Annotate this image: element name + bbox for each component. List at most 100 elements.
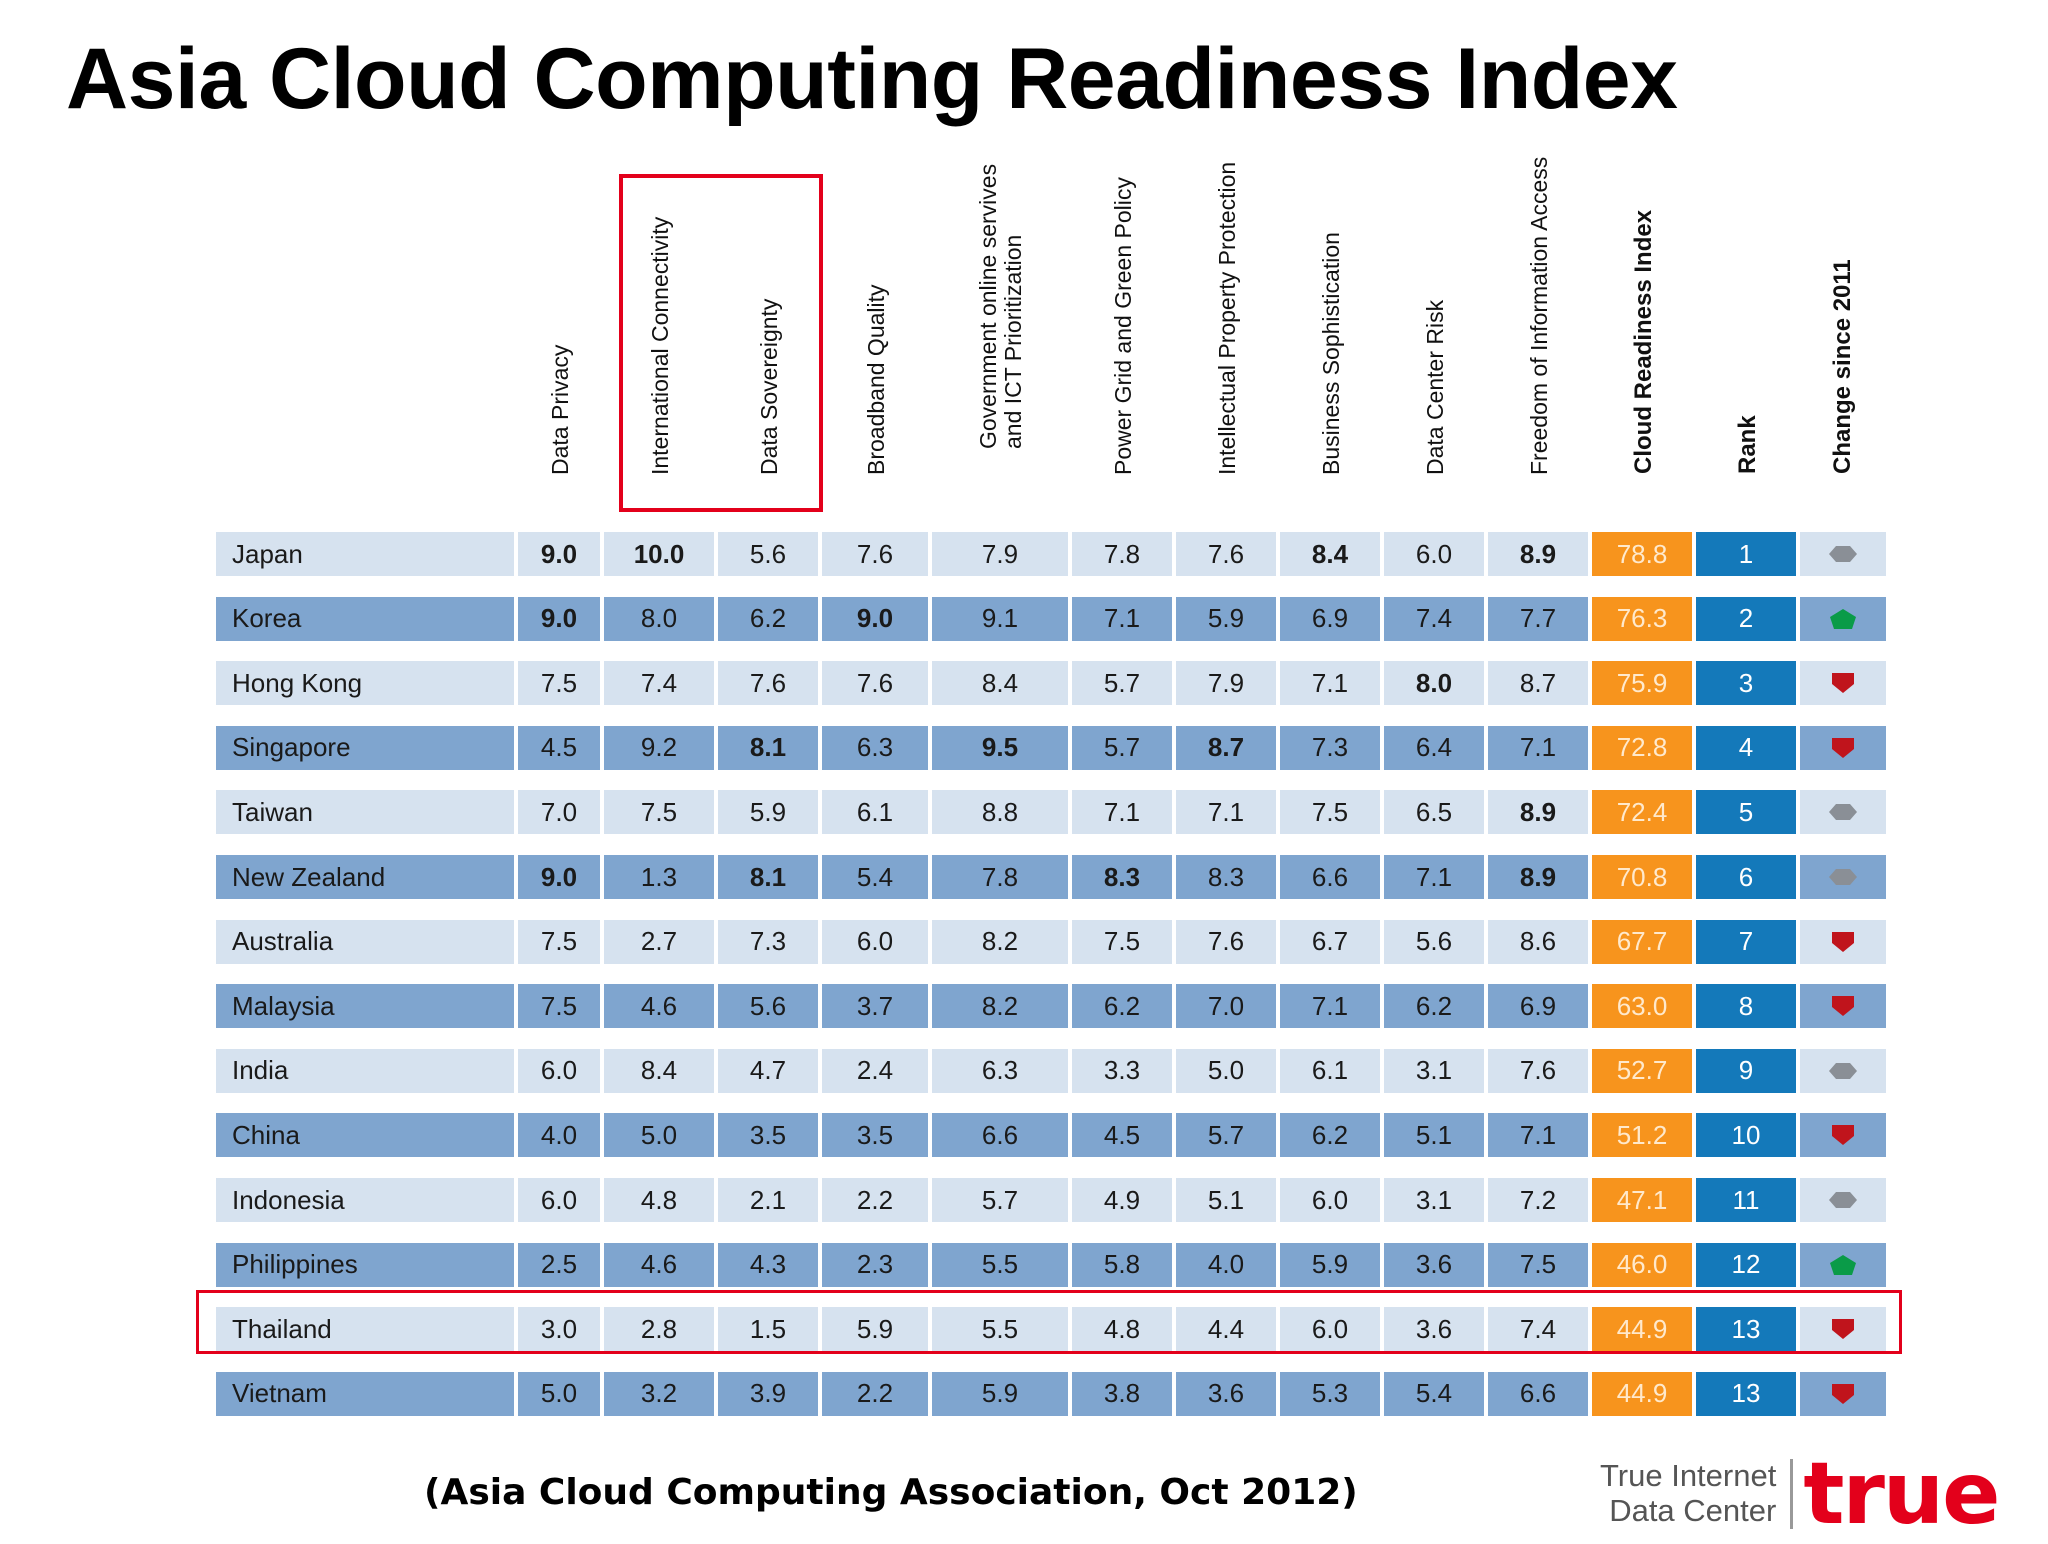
score-cell: 6.2 <box>1384 984 1488 1029</box>
logo-text: True Internet Data Center <box>1600 1459 1794 1529</box>
score-cell: 9.0 <box>518 532 604 576</box>
change-same-icon <box>1800 855 1886 899</box>
country-cell: India <box>216 1048 518 1093</box>
score-cell: 7.3 <box>1280 725 1384 770</box>
score-cell: 5.1 <box>1176 1178 1280 1222</box>
rank-cell: 2 <box>1696 596 1800 641</box>
score-cell: 8.2 <box>932 919 1072 964</box>
score-cell: 6.2 <box>1280 1113 1384 1158</box>
score-cell: 7.6 <box>1176 532 1280 576</box>
score-cell: 7.2 <box>1488 1178 1592 1222</box>
index-cell: 52.7 <box>1592 1048 1696 1093</box>
score-cell: 3.5 <box>718 1113 822 1158</box>
score-cell: 5.9 <box>932 1371 1072 1416</box>
country-cell: Malaysia <box>216 984 518 1029</box>
table-row: Korea 9.0 8.0 6.2 9.0 9.1 7.1 5.9 6.9 7.4 7.7 76.3 2 <box>216 596 1892 641</box>
score-cell: 5.0 <box>518 1371 604 1416</box>
score-cell: 6.0 <box>518 1178 604 1222</box>
score-cell: 2.3 <box>822 1242 932 1287</box>
highlight-row-box <box>196 1290 1902 1354</box>
country-cell: Philippines <box>216 1242 518 1287</box>
score-cell: 7.5 <box>1280 790 1384 835</box>
score-cell: 9.5 <box>932 725 1072 770</box>
score-cell: 6.9 <box>1280 596 1384 641</box>
column-header: Cloud Readiness Index <box>1592 140 1696 510</box>
score-cell: 2.8 <box>604 1307 718 1352</box>
score-cell: 7.4 <box>604 661 718 706</box>
score-cell: 7.9 <box>932 532 1072 576</box>
score-cell: 5.3 <box>1280 1371 1384 1416</box>
index-cell: 72.8 <box>1592 725 1696 770</box>
score-cell: 7.5 <box>1488 1242 1592 1287</box>
country-cell: Hong Kong <box>216 661 518 706</box>
score-cell: 5.9 <box>822 1307 932 1352</box>
score-cell: 4.0 <box>518 1113 604 1158</box>
score-cell: 8.0 <box>604 596 718 641</box>
score-cell: 8.3 <box>1072 855 1176 899</box>
column-header-label: Cloud Readiness Index <box>1630 209 1657 474</box>
score-cell: 6.9 <box>1488 984 1592 1029</box>
table-row: New Zealand 9.0 1.3 8.1 5.4 7.8 8.3 8.3 6.6 7.1 8.… <box>216 855 1892 899</box>
score-cell: 5.9 <box>718 790 822 835</box>
score-cell: 6.3 <box>932 1048 1072 1093</box>
score-cell: 2.2 <box>822 1178 932 1222</box>
column-header: Data Center Risk <box>1384 140 1488 510</box>
score-cell: 2.7 <box>604 919 718 964</box>
table-row: Hong Kong 7.5 7.4 7.6 7.6 8.4 5.7 7.9 7.1 8.0 8.7 7… <box>216 661 1892 706</box>
column-header-label: Government online servives and ICT Prior… <box>975 164 1027 450</box>
rank-cell: 6 <box>1696 855 1800 899</box>
score-cell: 5.7 <box>932 1178 1072 1222</box>
country-cell: Thailand <box>216 1307 518 1352</box>
score-cell: 4.7 <box>718 1048 822 1093</box>
change-down-icon <box>1800 1307 1886 1352</box>
change-up-icon <box>1800 596 1886 641</box>
score-cell: 7.4 <box>1488 1307 1592 1352</box>
table-row: Australia 7.5 2.7 7.3 6.0 8.2 7.5 7.6 6.7 5.6 8.6 6… <box>216 919 1892 964</box>
score-cell: 6.6 <box>932 1113 1072 1158</box>
score-cell: 7.5 <box>518 661 604 706</box>
country-cell: China <box>216 1113 518 1158</box>
column-header: Freedom of Information Access <box>1488 140 1592 510</box>
score-cell: 4.0 <box>1176 1242 1280 1287</box>
score-cell: 4.3 <box>718 1242 822 1287</box>
score-cell: 6.1 <box>1280 1048 1384 1093</box>
score-cell: 4.4 <box>1176 1307 1280 1352</box>
score-cell: 6.2 <box>718 596 822 641</box>
score-cell: 5.7 <box>1176 1113 1280 1158</box>
column-header: Business Sophistication <box>1280 140 1384 510</box>
score-cell: 8.9 <box>1488 790 1592 835</box>
score-cell: 4.9 <box>1072 1178 1176 1222</box>
score-cell: 5.6 <box>1384 919 1488 964</box>
change-down-icon <box>1800 725 1886 770</box>
column-header: Intellectual Property Protection <box>1176 140 1280 510</box>
score-cell: 8.2 <box>932 984 1072 1029</box>
score-cell: 3.2 <box>604 1371 718 1416</box>
score-cell: 7.1 <box>1176 790 1280 835</box>
source-citation: (Asia Cloud Computing Association, Oct 2… <box>424 1472 1358 1513</box>
table-row: Vietnam 5.0 3.2 3.9 2.2 5.9 3.8 3.6 5.3 5.4 6.6 44.… <box>216 1371 1892 1416</box>
score-cell: 3.5 <box>822 1113 932 1158</box>
column-header-label: Business Sophistication <box>1318 231 1344 475</box>
score-cell: 7.5 <box>518 919 604 964</box>
score-cell: 5.1 <box>1384 1113 1488 1158</box>
page-title: Asia Cloud Computing Readiness Index <box>66 31 1678 127</box>
column-header-label: Change since 2011 <box>1829 258 1856 474</box>
table-row: Thailand 3.0 2.8 1.5 5.9 5.5 4.8 4.4 6.0 3.6 7.4 44… <box>216 1307 1892 1352</box>
score-cell: 3.6 <box>1176 1371 1280 1416</box>
column-header-label: Broadband Quality <box>863 284 889 475</box>
score-cell: 9.0 <box>518 855 604 899</box>
score-cell: 7.5 <box>518 984 604 1029</box>
column-header: Change since 2011 <box>1800 140 1886 510</box>
score-cell: 2.4 <box>822 1048 932 1093</box>
score-cell: 6.5 <box>1384 790 1488 835</box>
score-cell: 6.3 <box>822 725 932 770</box>
index-cell: 70.8 <box>1592 855 1696 899</box>
score-cell: 3.3 <box>1072 1048 1176 1093</box>
change-down-icon <box>1800 984 1886 1029</box>
column-header-label: Power Grid and Green Policy <box>1110 176 1136 475</box>
column-header-label: Rank <box>1734 414 1761 474</box>
score-cell: 5.6 <box>718 984 822 1029</box>
score-cell: 6.0 <box>822 919 932 964</box>
column-header-label: Data Privacy <box>547 344 573 475</box>
score-cell: 5.0 <box>1176 1048 1280 1093</box>
